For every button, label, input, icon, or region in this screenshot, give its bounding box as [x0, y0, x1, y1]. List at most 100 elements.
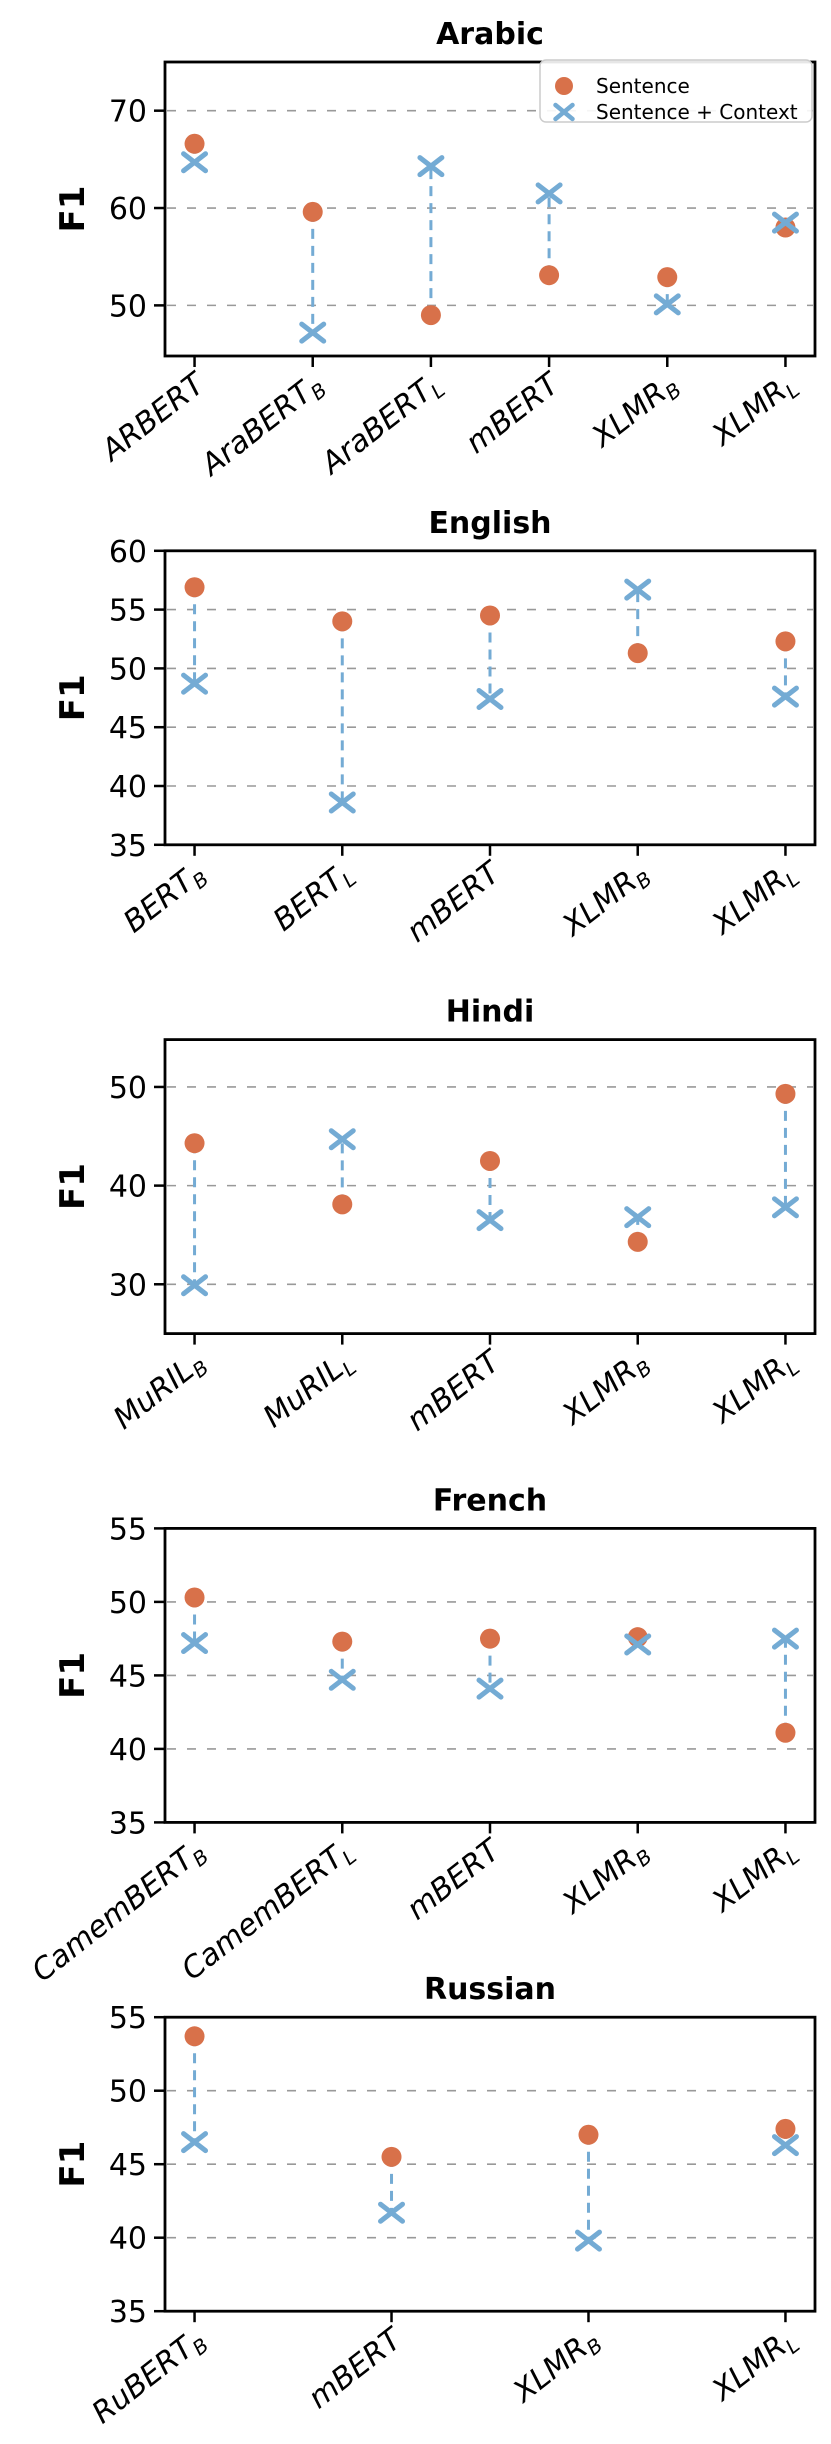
- legend-box: [539, 59, 813, 123]
- x-tick-label: mBERT: [400, 1343, 509, 1439]
- x-tick-label: XLMRL: [704, 367, 804, 457]
- y-axis-label: F1: [53, 1652, 93, 1699]
- y-tick-label: 45: [109, 711, 147, 746]
- legend-circle-icon: [555, 77, 573, 95]
- plot-border: [163, 1038, 817, 1335]
- y-tick-label: 40: [109, 1733, 147, 1768]
- sentence-marker-icon: [480, 1628, 500, 1649]
- plot-border: [163, 60, 817, 358]
- x-marker-icon: [378, 2201, 406, 2224]
- y-tick-label: 50: [109, 1071, 147, 1106]
- y-tick-label: 40: [109, 1170, 147, 1205]
- y-tick-label: 55: [109, 2001, 147, 2036]
- x-tick-label: BERTB: [117, 856, 213, 943]
- y-tick-label: 55: [109, 594, 147, 629]
- sentence-marker-icon: [480, 605, 500, 626]
- x-tick-label: XLMRB: [555, 1344, 657, 1435]
- sentence-marker-icon: [657, 267, 678, 288]
- x-tick-label: XLMRB: [555, 1833, 657, 1924]
- x-marker-icon: [476, 1209, 504, 1232]
- x-marker-icon: [328, 1128, 356, 1151]
- x-marker-icon: [771, 2134, 799, 2157]
- x-tick-label: XLMRL: [704, 1344, 804, 1434]
- x-marker-icon: [181, 151, 209, 174]
- y-tick-label: 45: [109, 2148, 147, 2183]
- chart-title: Arabic: [436, 17, 544, 52]
- x-marker-icon: [181, 1274, 209, 1297]
- sentence-marker-icon: [332, 1631, 353, 1652]
- y-tick-label: 50: [109, 1586, 147, 1621]
- sentence-marker-icon: [627, 1231, 648, 1252]
- x-tick-label: XLMRL: [704, 1833, 804, 1923]
- legend-label-context: Sentence + Context: [596, 100, 798, 124]
- x-marker-icon: [574, 2229, 602, 2252]
- sentence-marker-icon: [184, 1133, 205, 1154]
- y-tick-label: 70: [109, 95, 147, 130]
- x-marker-icon: [771, 211, 799, 234]
- x-marker-icon: [181, 672, 209, 695]
- sentence-marker-icon: [775, 217, 796, 238]
- sentence-marker-icon: [184, 577, 205, 598]
- chart-title: Russian: [424, 1972, 556, 2007]
- sentence-marker-icon: [775, 2118, 796, 2139]
- y-tick-label: 35: [109, 1806, 147, 1841]
- y-tick-label: 50: [109, 289, 147, 324]
- x-tick-label: mBERT: [400, 854, 509, 950]
- plot-border: [163, 2015, 817, 2313]
- chart-title: French: [433, 1483, 547, 1518]
- chart-hindi: Hindi 30 40 50 MuRILB MuRILL mBERT XLMRB XLMRL F1: [53, 995, 817, 1439]
- y-tick-label: 50: [109, 2075, 147, 2110]
- x-marker-icon: [417, 155, 445, 178]
- x-marker-icon: [476, 1677, 504, 1700]
- sentence-marker-icon: [332, 611, 353, 632]
- x-tick-label: XLMRB: [584, 367, 686, 458]
- x-marker-icon: [624, 1206, 652, 1229]
- plot-border: [163, 549, 817, 847]
- chart-russian: Russian 35 40 45 50 55 RuBERTB mBERT XLMRB XLMRL F…: [53, 1972, 817, 2433]
- sentence-marker-icon: [480, 1150, 500, 1171]
- y-tick-label: 40: [109, 2222, 147, 2257]
- y-tick-label: 55: [109, 1512, 147, 1547]
- x-marker-icon: [299, 321, 327, 344]
- x-marker-icon: [181, 2131, 209, 2154]
- sentence-marker-icon: [184, 133, 205, 154]
- y-tick-label: 35: [109, 829, 147, 864]
- chart-title: English: [428, 506, 551, 541]
- sentence-marker-icon: [627, 643, 648, 664]
- sentence-marker-icon: [775, 631, 796, 652]
- y-axis-label: F1: [53, 186, 93, 233]
- x-tick-label: AraBERTB: [193, 367, 331, 487]
- sentence-marker-icon: [302, 201, 323, 222]
- sentence-marker-icon: [381, 2146, 402, 2167]
- y-tick-label: 30: [109, 1268, 147, 1303]
- x-marker-icon: [328, 1668, 356, 1691]
- chart-english: English 35 40 45 50 55 60 BERTB BERTL mBERT XLMRB X…: [53, 506, 817, 950]
- y-tick-label: 60: [109, 535, 147, 570]
- x-marker-icon: [535, 182, 563, 205]
- x-marker-icon: [476, 687, 504, 710]
- x-tick-label: XLMRB: [505, 2322, 607, 2413]
- y-axis-label: F1: [53, 1163, 93, 1210]
- x-marker-icon: [624, 1633, 652, 1656]
- sentence-marker-icon: [420, 305, 441, 326]
- x-marker-icon: [771, 1627, 799, 1650]
- y-tick-label: 35: [109, 2295, 147, 2330]
- sentence-marker-icon: [184, 1587, 205, 1608]
- x-marker-icon: [771, 1196, 799, 1219]
- x-marker-icon: [328, 791, 356, 814]
- sentence-marker-icon: [775, 1722, 796, 1743]
- x-tick-label: RuBERTB: [86, 2322, 214, 2433]
- x-marker-icon: [181, 1632, 209, 1655]
- y-tick-label: 45: [109, 1659, 147, 1694]
- x-marker-icon: [771, 685, 799, 708]
- x-tick-label: XLMRL: [704, 2322, 804, 2412]
- sentence-marker-icon: [775, 1083, 796, 1104]
- sentence-marker-icon: [578, 2124, 599, 2145]
- x-tick-label: mBERT: [302, 2320, 411, 2416]
- y-axis-label: F1: [53, 674, 93, 721]
- x-marker-icon: [624, 578, 652, 601]
